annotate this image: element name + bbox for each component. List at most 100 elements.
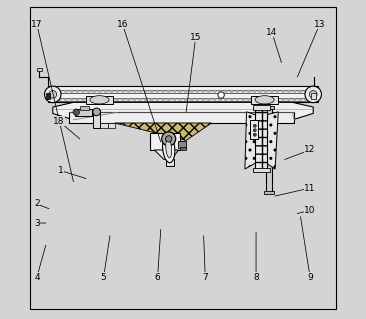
Ellipse shape [253, 90, 256, 93]
Text: 9: 9 [307, 272, 313, 281]
Bar [180, 147, 186, 150]
Ellipse shape [213, 90, 216, 93]
Ellipse shape [247, 98, 250, 101]
Polygon shape [115, 123, 212, 140]
Bar [80, 106, 89, 110]
Ellipse shape [98, 90, 102, 93]
Ellipse shape [156, 90, 159, 93]
Ellipse shape [87, 90, 90, 93]
Ellipse shape [59, 90, 62, 93]
Bar [311, 93, 316, 99]
Ellipse shape [305, 86, 321, 103]
Ellipse shape [270, 98, 273, 101]
Ellipse shape [184, 98, 187, 101]
Ellipse shape [165, 136, 172, 142]
Bar [69, 112, 294, 123]
Ellipse shape [253, 98, 256, 101]
Ellipse shape [166, 139, 172, 158]
Ellipse shape [196, 98, 199, 101]
Polygon shape [266, 112, 278, 169]
Bar [46, 93, 50, 99]
Ellipse shape [230, 90, 233, 93]
Ellipse shape [270, 90, 273, 93]
Ellipse shape [156, 98, 159, 101]
Ellipse shape [201, 90, 205, 93]
Ellipse shape [90, 96, 109, 104]
Ellipse shape [104, 90, 107, 93]
Text: 13: 13 [314, 20, 325, 29]
Ellipse shape [162, 132, 176, 146]
Ellipse shape [213, 98, 216, 101]
Text: 18: 18 [53, 117, 65, 126]
Ellipse shape [218, 92, 224, 98]
Ellipse shape [310, 90, 313, 93]
Ellipse shape [76, 98, 79, 101]
Bar [251, 96, 278, 104]
Ellipse shape [207, 90, 210, 93]
Ellipse shape [93, 98, 96, 101]
Bar [86, 96, 113, 104]
Ellipse shape [53, 98, 56, 101]
Bar [37, 68, 42, 71]
Ellipse shape [179, 98, 182, 101]
Bar [93, 110, 100, 128]
Bar [178, 141, 186, 148]
Ellipse shape [259, 90, 262, 93]
Ellipse shape [299, 90, 302, 93]
Bar [264, 106, 274, 109]
Ellipse shape [281, 98, 285, 101]
Text: 14: 14 [266, 28, 278, 37]
Ellipse shape [173, 90, 176, 93]
Ellipse shape [127, 98, 130, 101]
Ellipse shape [139, 90, 142, 93]
Ellipse shape [104, 98, 107, 101]
Ellipse shape [179, 90, 182, 93]
Text: 12: 12 [305, 145, 316, 154]
Ellipse shape [161, 90, 165, 93]
Ellipse shape [122, 90, 124, 93]
Text: 11: 11 [304, 184, 316, 193]
Polygon shape [53, 102, 313, 120]
Bar [150, 132, 180, 150]
Bar [253, 105, 270, 110]
Ellipse shape [304, 90, 307, 93]
Bar [264, 191, 274, 194]
Bar [51, 90, 315, 93]
Ellipse shape [299, 98, 302, 101]
Ellipse shape [81, 98, 85, 101]
Ellipse shape [253, 129, 256, 132]
Ellipse shape [253, 133, 256, 136]
Ellipse shape [310, 98, 313, 101]
Ellipse shape [70, 90, 73, 93]
Ellipse shape [64, 98, 67, 101]
Ellipse shape [207, 98, 210, 101]
Ellipse shape [287, 98, 290, 101]
Bar [165, 159, 175, 167]
Bar [51, 98, 315, 101]
Ellipse shape [122, 98, 124, 101]
Ellipse shape [190, 90, 193, 93]
Bar [255, 109, 268, 171]
Ellipse shape [116, 90, 119, 93]
Ellipse shape [242, 90, 244, 93]
Ellipse shape [190, 98, 193, 101]
Polygon shape [245, 112, 256, 169]
Ellipse shape [87, 98, 90, 101]
Text: 5: 5 [101, 272, 107, 281]
Ellipse shape [219, 98, 222, 101]
Bar [250, 120, 258, 139]
Bar [253, 168, 270, 172]
Ellipse shape [247, 90, 250, 93]
Polygon shape [154, 150, 178, 160]
Ellipse shape [224, 98, 227, 101]
Ellipse shape [264, 98, 268, 101]
Ellipse shape [264, 90, 268, 93]
Ellipse shape [276, 90, 279, 93]
Ellipse shape [110, 98, 113, 101]
Ellipse shape [230, 98, 233, 101]
Text: 6: 6 [155, 272, 160, 281]
Ellipse shape [255, 96, 274, 104]
Text: 8: 8 [253, 272, 259, 281]
Bar [48, 86, 318, 102]
Text: 2: 2 [34, 199, 40, 208]
